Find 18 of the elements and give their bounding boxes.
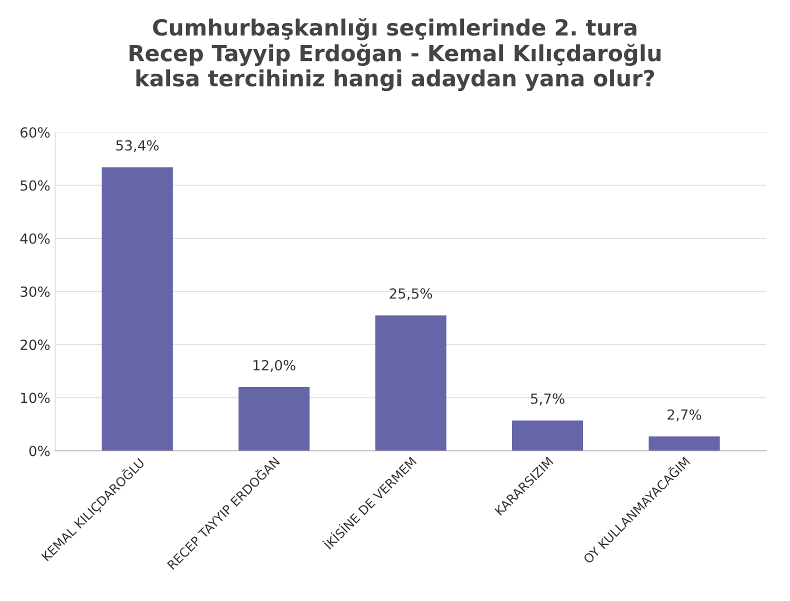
y-tick-label: 0%: [29, 446, 50, 456]
y-tick-label: 40%: [20, 233, 50, 244]
y-tick-label: 60%: [20, 127, 50, 138]
data-label: 25,5%: [390, 288, 432, 300]
y-tick-label: 20%: [20, 340, 50, 350]
y-tick-label: 50%: [20, 180, 50, 191]
bar: [648, 436, 720, 451]
data-label: 53,4%: [116, 140, 159, 152]
data-label: 12,0%: [254, 360, 296, 372]
chart-title: Cumhurbaşkanlığı seçimlerinde 2. tura Recep Tayyip Erdoğan - Kemal Kılıçdaroğlu kalsa tercihiniz hangi adaydan yana olur?: [130, 18, 661, 92]
y-tick-label: 10%: [21, 392, 50, 404]
bar: [512, 420, 584, 451]
y-tick-label: 30%: [20, 286, 50, 297]
bar: [375, 315, 446, 451]
bar: [238, 387, 310, 451]
bar: [102, 167, 173, 451]
data-label: 5,7%: [530, 393, 564, 406]
data-label: 2,7%: [668, 409, 702, 422]
